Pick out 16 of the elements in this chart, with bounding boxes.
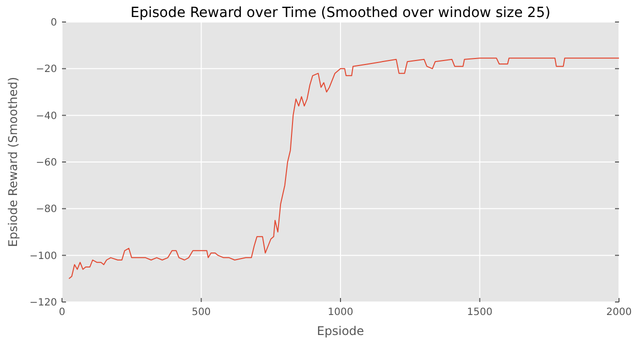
x-tick-label: 1000 [328,307,354,318]
x-axis-title: Epsiode [316,324,364,338]
y-tick-label: −120 [30,298,57,308]
x-tick-label: 1500 [467,307,492,318]
y-axis-title: Epsiode Reward (Smoothed) [6,76,20,248]
y-tick-label: −40 [36,110,57,122]
y-tick-label: −100 [30,250,57,262]
y-tick-label: −80 [36,204,57,216]
chart-title: Episode Reward over Time (Smoothed over window size 25) [130,5,550,21]
x-tick-label: 500 [192,307,211,318]
y-tick-label: −60 [36,158,57,168]
x-tick-label: 2000 [606,307,632,318]
x-tick-label: 0 [58,307,66,318]
y-tick-label: 0 [50,18,57,28]
line-series [68,58,620,280]
y-tick-label: −20 [36,64,57,76]
